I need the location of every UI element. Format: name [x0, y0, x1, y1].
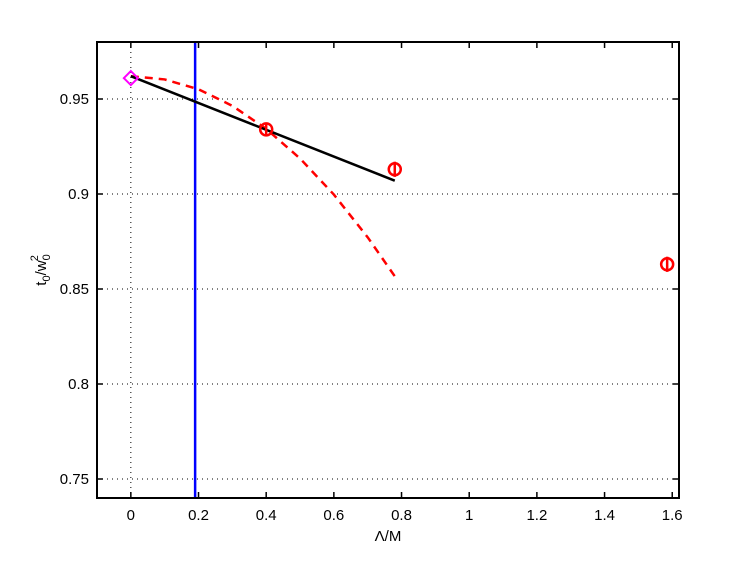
point	[659, 257, 675, 272]
y-label-sub: 0	[41, 254, 53, 260]
x-tick-label: 0.2	[188, 507, 209, 524]
y-label-part: /w	[33, 260, 50, 275]
x-tick-label: 0.8	[391, 507, 412, 524]
y-label-sub: 0	[41, 275, 53, 281]
x-tick-label: 1	[465, 507, 473, 524]
y-label-sup: 2	[29, 255, 41, 261]
x-tick-label: 1.6	[662, 507, 683, 524]
y-label-part: t	[33, 281, 50, 286]
y-tick-label: 0.95	[60, 91, 89, 108]
plot-frame	[96, 41, 680, 499]
y-tick-label: 0.75	[60, 471, 89, 488]
x-tick-label: 1.2	[526, 507, 547, 524]
point	[387, 162, 403, 177]
y-tick-label: 0.85	[60, 281, 89, 298]
point	[258, 122, 274, 137]
point	[122, 69, 140, 87]
x-axis-label: Λ/M	[375, 528, 402, 545]
y-tick-label: 0.8	[68, 376, 89, 393]
x-tick-label: 1.4	[594, 507, 615, 524]
x-tick-label: 0	[127, 507, 135, 524]
x-tick-label: 0.6	[323, 507, 344, 524]
y-axis-label: t0/w02	[29, 254, 53, 285]
series-line	[130, 75, 396, 182]
x-tick-label: 0.4	[256, 507, 277, 524]
y-tick-label: 0.9	[68, 186, 89, 203]
